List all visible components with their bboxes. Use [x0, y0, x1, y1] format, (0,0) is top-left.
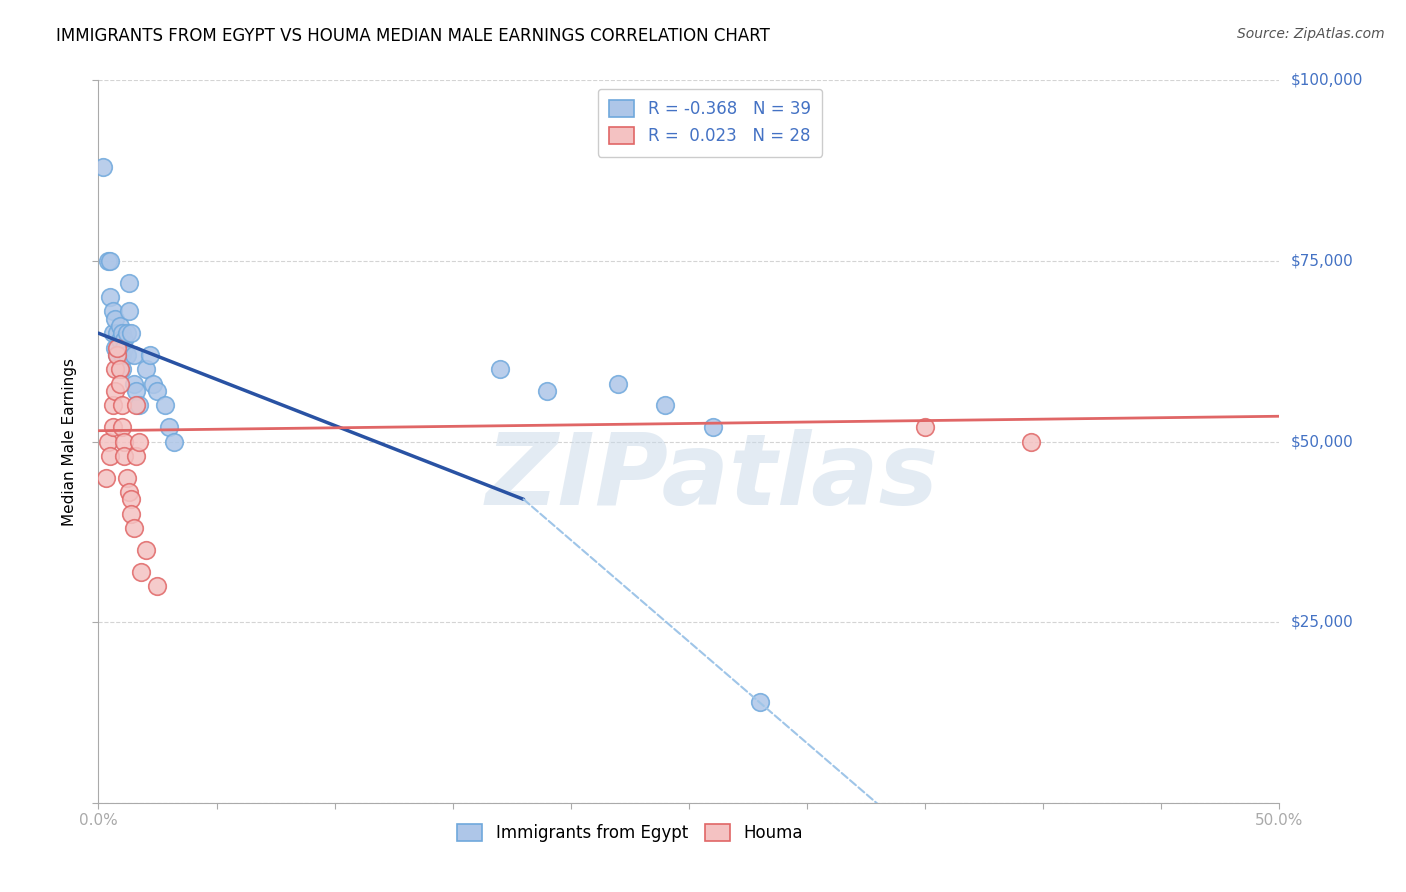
Point	[122, 376, 145, 391]
Point	[104, 311, 127, 326]
Point	[112, 334, 135, 348]
Point	[98, 290, 121, 304]
Point	[142, 376, 165, 391]
Text: $100,000: $100,000	[1291, 73, 1362, 87]
Point	[118, 304, 141, 318]
Point	[101, 326, 124, 340]
Point	[91, 160, 114, 174]
Point	[111, 420, 134, 434]
Point	[146, 384, 169, 398]
Point	[98, 449, 121, 463]
Point	[121, 507, 143, 521]
Point	[748, 695, 770, 709]
Point	[101, 304, 124, 318]
Point	[121, 492, 143, 507]
Text: $75,000: $75,000	[1291, 253, 1354, 268]
Point	[118, 485, 141, 500]
Point	[111, 362, 134, 376]
Point	[1021, 434, 1043, 449]
Point	[125, 384, 148, 398]
Point	[105, 326, 128, 340]
Point	[607, 376, 630, 391]
Point	[702, 420, 724, 434]
Text: IMMIGRANTS FROM EGYPT VS HOUMA MEDIAN MALE EARNINGS CORRELATION CHART: IMMIGRANTS FROM EGYPT VS HOUMA MEDIAN MA…	[56, 27, 770, 45]
Point	[112, 449, 135, 463]
Point	[129, 565, 152, 579]
Y-axis label: Median Male Earnings: Median Male Earnings	[62, 358, 77, 525]
Point	[118, 276, 141, 290]
Point	[125, 398, 148, 412]
Text: $25,000: $25,000	[1291, 615, 1354, 630]
Point	[125, 449, 148, 463]
Point	[153, 398, 176, 412]
Point	[536, 384, 558, 398]
Point	[104, 384, 127, 398]
Point	[489, 362, 512, 376]
Text: $50,000: $50,000	[1291, 434, 1354, 449]
Point	[111, 398, 134, 412]
Point	[914, 420, 936, 434]
Point	[105, 348, 128, 362]
Point	[98, 253, 121, 268]
Point	[128, 398, 150, 412]
Text: Source: ZipAtlas.com: Source: ZipAtlas.com	[1237, 27, 1385, 41]
Point	[104, 341, 127, 355]
Point	[135, 542, 157, 557]
Point	[157, 420, 180, 434]
Text: ZIPatlas: ZIPatlas	[486, 429, 939, 526]
Point	[122, 521, 145, 535]
Legend: Immigrants from Egypt, Houma: Immigrants from Egypt, Houma	[451, 817, 808, 848]
Point	[101, 420, 124, 434]
Point	[104, 362, 127, 376]
Point	[94, 470, 117, 484]
Point	[122, 348, 145, 362]
Point	[163, 434, 186, 449]
Point	[112, 434, 135, 449]
Point	[108, 362, 131, 376]
Point	[97, 253, 120, 268]
Point	[101, 398, 124, 412]
Point	[115, 326, 138, 340]
Point	[135, 362, 157, 376]
Point	[111, 326, 134, 340]
Point	[121, 326, 143, 340]
Point	[105, 348, 128, 362]
Point	[115, 470, 138, 484]
Point	[654, 398, 676, 412]
Point	[128, 434, 150, 449]
Point	[108, 376, 131, 391]
Point	[97, 434, 120, 449]
Point	[146, 579, 169, 593]
Point	[111, 348, 134, 362]
Point	[105, 341, 128, 355]
Point	[115, 348, 138, 362]
Point	[108, 318, 131, 333]
Point	[108, 334, 131, 348]
Point	[112, 341, 135, 355]
Point	[139, 348, 162, 362]
